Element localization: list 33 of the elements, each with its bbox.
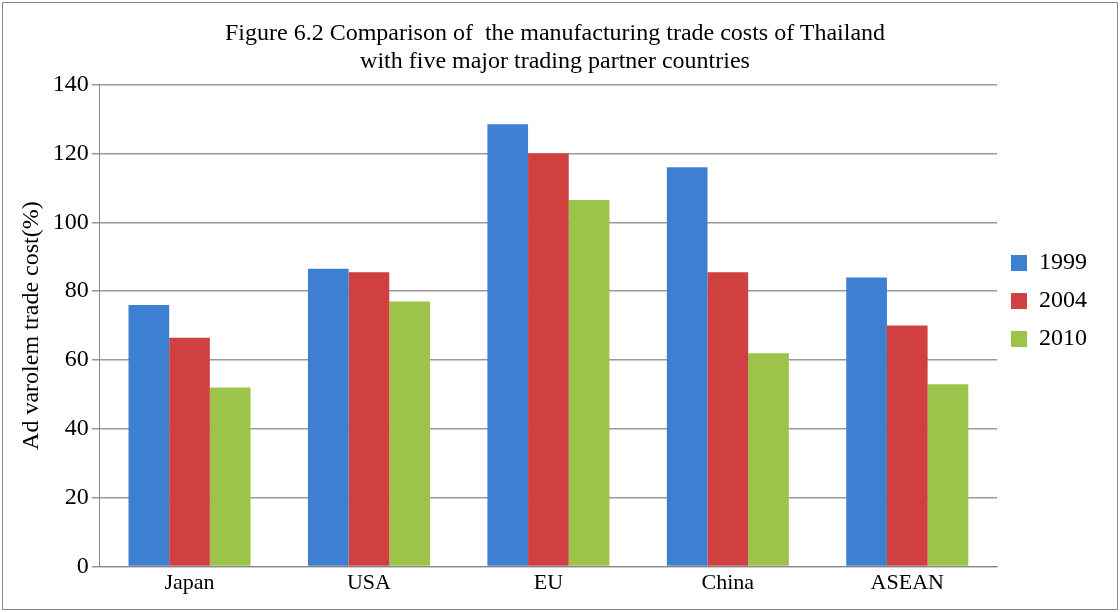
- y-tick-label: 20: [64, 483, 89, 510]
- bar: [128, 304, 170, 566]
- y-tick-label: 140: [52, 69, 89, 96]
- bar: [666, 167, 708, 566]
- bar: [487, 124, 529, 566]
- bar: [348, 272, 390, 566]
- bar: [748, 353, 789, 566]
- bar: [169, 337, 210, 566]
- bar: [389, 301, 430, 566]
- bar: [886, 325, 928, 566]
- x-tick-label: China: [701, 568, 755, 594]
- bar: [568, 199, 610, 566]
- bar: [707, 272, 749, 566]
- x-tick-label: USA: [346, 568, 392, 594]
- y-tick-label: 40: [64, 414, 89, 441]
- bar: [927, 384, 969, 566]
- legend-label: 2010: [1039, 324, 1087, 351]
- x-tick-label: EU: [533, 568, 564, 594]
- bar: [209, 387, 251, 566]
- y-tick-label: 60: [64, 345, 89, 372]
- bar: [307, 268, 349, 566]
- y-tick-label: 80: [64, 276, 89, 303]
- y-axis-title: Ad varolem trade cost(%): [16, 201, 43, 450]
- y-tick-label: 100: [52, 207, 89, 234]
- x-tick-label: Japan: [164, 568, 215, 594]
- y-tick-label: 120: [52, 138, 89, 165]
- bar: [528, 153, 569, 566]
- y-tick-label: 0: [76, 551, 89, 578]
- legend-label: 2004: [1039, 286, 1087, 313]
- legend-label: 1999: [1039, 248, 1087, 275]
- bar: [846, 277, 887, 566]
- chart-title: Figure 6.2 Comparison of the manufacturing trade costs of Thailand with five major trading partner countries: [224, 18, 886, 74]
- x-tick-label: ASEAN: [870, 568, 945, 594]
